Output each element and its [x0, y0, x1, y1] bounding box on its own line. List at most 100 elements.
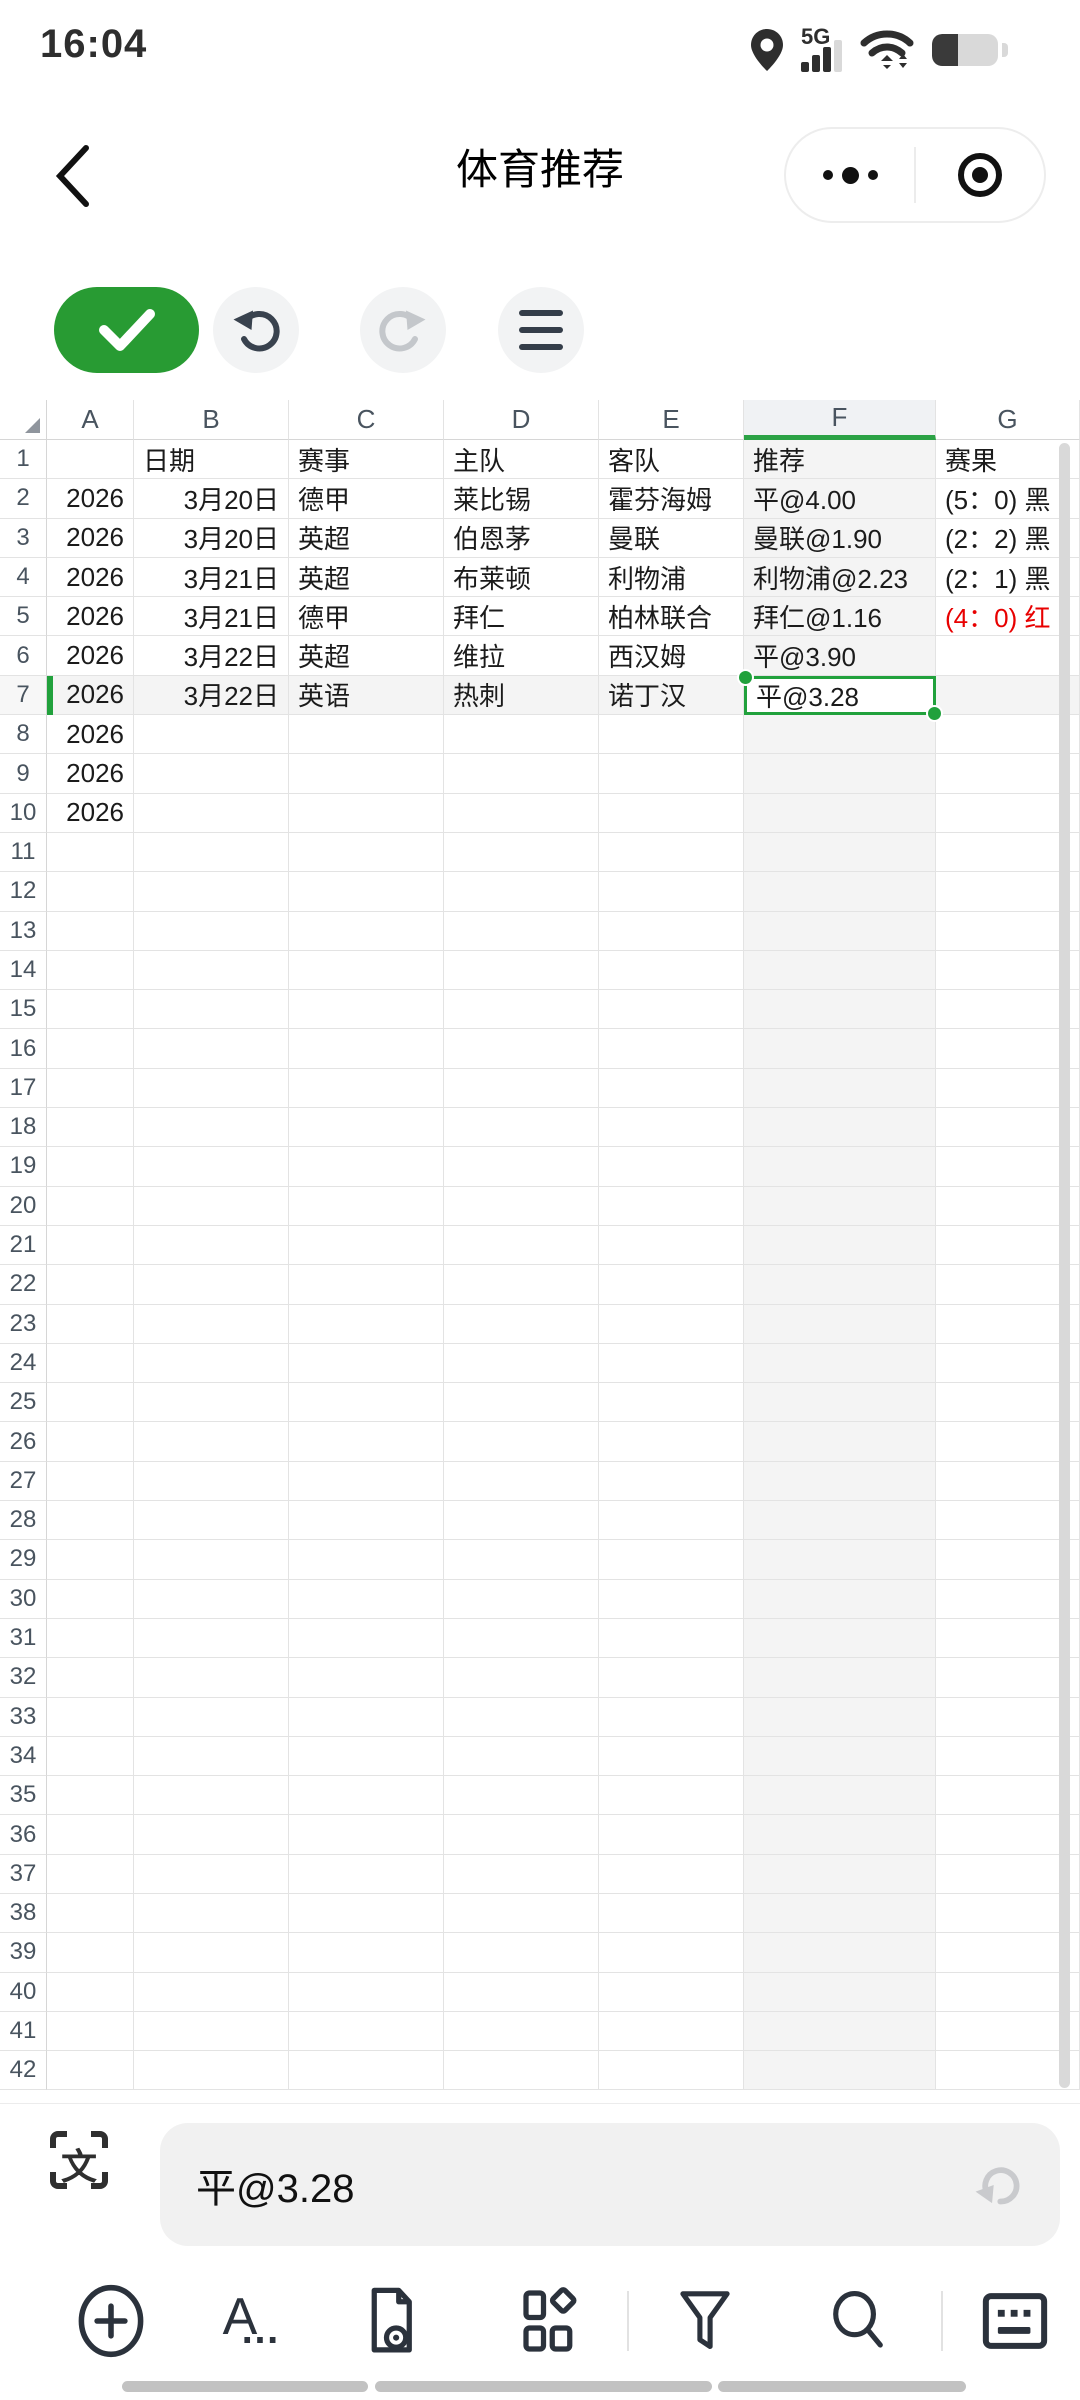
cell-B25[interactable] [134, 1383, 289, 1423]
cell-F11[interactable] [744, 832, 936, 873]
row-header-37[interactable]: 37 [0, 1854, 47, 1894]
row-header-5[interactable]: 5 [0, 597, 47, 637]
cell-D1[interactable]: 主队 [444, 440, 599, 480]
cell-A8[interactable]: 2026 [47, 715, 134, 755]
cell-A34[interactable] [47, 1736, 134, 1777]
cell-G4[interactable]: (2：1) 黑 [936, 557, 1080, 598]
cell-G13[interactable] [936, 911, 1080, 951]
cell-D8[interactable] [444, 715, 599, 755]
cell-F16[interactable] [744, 1029, 936, 1069]
cell-F33[interactable] [744, 1697, 936, 1737]
cell-C10[interactable] [289, 793, 444, 833]
cell-F29[interactable] [744, 1540, 936, 1580]
cell-G12[interactable] [936, 872, 1080, 912]
row-header-30[interactable]: 30 [0, 1579, 47, 1619]
cell-D2[interactable]: 莱比锡 [444, 479, 599, 519]
scan-text-button[interactable]: 文 [50, 2131, 108, 2189]
cell-G40[interactable] [936, 1972, 1080, 2012]
cell-B16[interactable] [134, 1029, 289, 1069]
cell-F30[interactable] [744, 1579, 936, 1619]
row-header-24[interactable]: 24 [0, 1343, 47, 1384]
row-header-3[interactable]: 3 [0, 518, 47, 558]
cell-G20[interactable] [936, 1186, 1080, 1226]
cell-F37[interactable] [744, 1854, 936, 1894]
cell-B17[interactable] [134, 1068, 289, 1109]
row-header-42[interactable]: 42 [0, 2051, 47, 2091]
row-header-2[interactable]: 2 [0, 479, 47, 519]
back-icon[interactable] [44, 136, 104, 216]
cell-C33[interactable] [289, 1697, 444, 1737]
cell-C7[interactable]: 英语 [289, 675, 444, 716]
cell-F2[interactable]: 平@4.00 [744, 479, 936, 519]
cell-D24[interactable] [444, 1343, 599, 1384]
cell-E7[interactable]: 诺丁汉 [599, 675, 744, 716]
cell-B39[interactable] [134, 1933, 289, 1973]
cell-A36[interactable] [47, 1815, 134, 1855]
cell-F42[interactable] [744, 2051, 936, 2091]
cell-A26[interactable] [47, 1422, 134, 1462]
cell-E14[interactable] [599, 950, 744, 991]
cell-C15[interactable] [289, 990, 444, 1030]
cell-B11[interactable] [134, 832, 289, 873]
cell-C14[interactable] [289, 950, 444, 991]
cell-B21[interactable] [134, 1225, 289, 1266]
cell-B10[interactable] [134, 793, 289, 833]
cell-A10[interactable]: 2026 [47, 793, 134, 833]
row-header-10[interactable]: 10 [0, 793, 47, 833]
cell-G28[interactable] [936, 1501, 1080, 1541]
cell-E34[interactable] [599, 1736, 744, 1777]
cell-D39[interactable] [444, 1933, 599, 1973]
cell-G18[interactable] [936, 1108, 1080, 1148]
cell-B28[interactable] [134, 1501, 289, 1541]
cell-E1[interactable]: 客队 [599, 440, 744, 480]
cell-G42[interactable] [936, 2051, 1080, 2091]
row-header-32[interactable]: 32 [0, 1658, 47, 1698]
cell-G19[interactable] [936, 1147, 1080, 1187]
cell-G10[interactable] [936, 793, 1080, 833]
cell-A15[interactable] [47, 990, 134, 1030]
cell-E28[interactable] [599, 1501, 744, 1541]
cell-G38[interactable] [936, 1893, 1080, 1934]
cell-E21[interactable] [599, 1225, 744, 1266]
cell-A29[interactable] [47, 1540, 134, 1580]
select-all-corner[interactable] [0, 400, 47, 440]
row-header-22[interactable]: 22 [0, 1265, 47, 1305]
cell-D35[interactable] [444, 1776, 599, 1816]
row-header-23[interactable]: 23 [0, 1304, 47, 1344]
cell-C32[interactable] [289, 1658, 444, 1698]
cell-E22[interactable] [599, 1265, 744, 1305]
cell-E38[interactable] [599, 1893, 744, 1934]
column-header-D[interactable]: D [444, 400, 599, 440]
cell-G37[interactable] [936, 1854, 1080, 1894]
cell-D29[interactable] [444, 1540, 599, 1580]
cell-F5[interactable]: 拜仁@1.16 [744, 597, 936, 637]
cell-B3[interactable]: 3月20日 [134, 518, 289, 558]
cell-E11[interactable] [599, 832, 744, 873]
cell-D16[interactable] [444, 1029, 599, 1069]
cell-E31[interactable] [599, 1618, 744, 1659]
cell-F1[interactable]: 推荐 [744, 440, 936, 480]
cell-B2[interactable]: 3月20日 [134, 479, 289, 519]
cell-B14[interactable] [134, 950, 289, 991]
cell-C34[interactable] [289, 1736, 444, 1777]
cell-F39[interactable] [744, 1933, 936, 1973]
cell-D37[interactable] [444, 1854, 599, 1894]
cell-D40[interactable] [444, 1972, 599, 2012]
selection-handle-top-left[interactable] [737, 668, 754, 686]
cell-E10[interactable] [599, 793, 744, 833]
cell-B40[interactable] [134, 1972, 289, 2012]
row-header-8[interactable]: 8 [0, 715, 47, 755]
cell-A14[interactable] [47, 950, 134, 991]
cell-E36[interactable] [599, 1815, 744, 1855]
row-header-27[interactable]: 27 [0, 1461, 47, 1502]
cell-F32[interactable] [744, 1658, 936, 1698]
cell-E24[interactable] [599, 1343, 744, 1384]
column-header-E[interactable]: E [599, 400, 744, 440]
cell-D22[interactable] [444, 1265, 599, 1305]
cell-C2[interactable]: 德甲 [289, 479, 444, 519]
cell-C38[interactable] [289, 1893, 444, 1934]
column-header-C[interactable]: C [289, 400, 444, 440]
cell-B31[interactable] [134, 1618, 289, 1659]
cell-D4[interactable]: 布莱顿 [444, 557, 599, 598]
selection-handle-bottom-right[interactable] [926, 705, 943, 723]
